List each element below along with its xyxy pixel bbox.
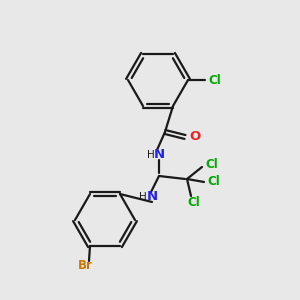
Text: H: H bbox=[147, 150, 155, 160]
Text: Cl: Cl bbox=[205, 158, 218, 172]
Text: Cl: Cl bbox=[208, 74, 221, 86]
Text: Cl: Cl bbox=[207, 176, 220, 188]
Text: Cl: Cl bbox=[187, 196, 200, 209]
Text: Br: Br bbox=[78, 260, 92, 272]
Text: N: N bbox=[146, 190, 158, 203]
Text: N: N bbox=[153, 148, 165, 161]
Text: O: O bbox=[189, 130, 200, 143]
Text: H: H bbox=[139, 192, 147, 202]
